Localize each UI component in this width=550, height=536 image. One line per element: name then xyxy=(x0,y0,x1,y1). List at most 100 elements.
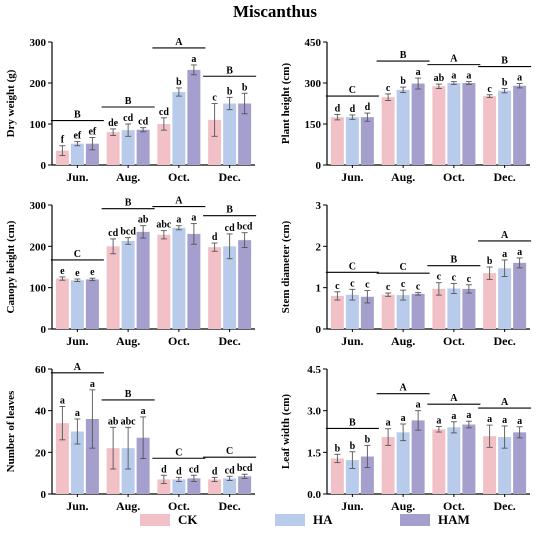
panel2-group-letter: A xyxy=(450,54,458,65)
panel6-bar xyxy=(432,429,446,494)
panel5-sig-letter: a xyxy=(90,379,95,390)
panel5-bar xyxy=(172,479,186,494)
panel3-bar xyxy=(106,246,120,329)
panel1-bar xyxy=(121,130,135,165)
panel2-group-letter: C xyxy=(349,85,356,96)
panel2-sig-letter: c xyxy=(386,83,391,94)
panel1-x-tick-label: Jun. xyxy=(66,170,88,184)
panel3-bar xyxy=(136,231,150,329)
legend-swatch xyxy=(400,514,430,526)
panel3-group-letter: B xyxy=(125,198,132,209)
panel3-bar xyxy=(85,279,99,329)
panel5-bar xyxy=(208,479,222,494)
panel6-bar xyxy=(498,437,512,494)
panel1-bar xyxy=(223,103,237,165)
panel3-y-tick-label: 300 xyxy=(30,200,47,212)
panel6-sig-letter: a xyxy=(502,415,507,426)
panel4-bar xyxy=(447,288,461,329)
panel1-bar xyxy=(238,103,252,165)
panel6-y-label: Leaf width (cm) xyxy=(280,394,292,469)
panel4-group-letter: A xyxy=(501,230,509,241)
legend-item-ham: HAM xyxy=(400,512,470,528)
panel2-y-tick-label: 150 xyxy=(305,119,322,131)
panel1-x-tick-label: Aug. xyxy=(116,170,140,184)
panel5-sig-letter: cd xyxy=(189,464,199,475)
panel4-y-tick-label: 2 xyxy=(316,241,322,253)
panel6-group-letter: B xyxy=(349,417,356,428)
panel6-bar xyxy=(330,458,344,494)
panel5-sig-letter: d xyxy=(176,466,182,477)
panel5-bar xyxy=(106,448,120,494)
panel6-sig-letter: a xyxy=(451,411,456,422)
panel5-group-letter: B xyxy=(125,389,132,400)
panel2-bar xyxy=(513,85,527,165)
panel2-bar xyxy=(360,117,374,165)
panel2-sig-letter: d xyxy=(365,102,371,113)
panel4-sig-letter: c xyxy=(350,278,355,289)
panel6-x-tick-label: Aug. xyxy=(391,499,415,513)
panel3-sig-letter: a xyxy=(176,215,181,226)
panel6-bar xyxy=(462,424,476,494)
panel1-sig-letter: b xyxy=(176,77,182,88)
panel1-x-tick-label: Dec. xyxy=(218,170,240,184)
panel4-bar xyxy=(330,295,344,329)
panel5-bar xyxy=(223,478,237,494)
panel4-bar xyxy=(345,294,359,329)
panel2-group-letter: B xyxy=(400,50,407,61)
panel4-sig-letter: c xyxy=(335,281,340,292)
panel5-bar xyxy=(238,476,252,494)
panel5-sig-letter: abc xyxy=(121,416,137,427)
legend-label: HAM xyxy=(438,512,470,527)
panel2-sig-letter: a xyxy=(451,71,456,82)
panel1-group-letter: B xyxy=(74,110,81,121)
panel3-sig-letter: e xyxy=(90,267,95,278)
legend-label: CK xyxy=(178,512,198,527)
panel2-x-tick-label: Aug. xyxy=(391,170,415,184)
panel4-bar xyxy=(360,296,374,329)
panel6-bar xyxy=(513,432,527,494)
legend: CK HA HAM xyxy=(0,512,550,532)
panel2-bar xyxy=(381,97,395,165)
panel2-bar xyxy=(330,117,344,165)
legend-item-ha: HA xyxy=(275,512,333,528)
panel4-sig-letter: c xyxy=(401,279,406,290)
panel3-x-tick-label: Dec. xyxy=(218,334,240,348)
panel4-x-tick-label: Aug. xyxy=(391,334,415,348)
panel5-sig-letter: ab xyxy=(108,416,119,427)
panel1-group-letter: B xyxy=(226,65,233,76)
panel4-sig-letter: c xyxy=(365,280,370,291)
panel3-x-tick-label: Aug. xyxy=(116,334,140,348)
panel1-sig-letter: cd xyxy=(123,113,133,124)
panel4-y-tick-label: 0 xyxy=(316,324,322,336)
panel4-x-tick-label: Jun. xyxy=(341,334,363,348)
panel1-sig-letter: de xyxy=(108,118,119,129)
panel4-x-tick-label: Oct. xyxy=(443,334,465,348)
panel1-y-tick-label: 0 xyxy=(41,160,47,172)
panel5-sig-letter: a xyxy=(141,406,146,417)
panel1-sig-letter: b xyxy=(227,86,233,97)
panel5-sig-letter: d xyxy=(212,466,218,477)
panel3-bar xyxy=(208,247,222,329)
panel5-sig-letter: cd xyxy=(225,465,235,476)
panel3-bar xyxy=(223,246,237,329)
panel1-sig-letter: f xyxy=(61,135,65,146)
panel6-sig-letter: b xyxy=(335,443,341,454)
panel6-sig-letter: b xyxy=(350,441,356,452)
panel2-sig-letter: b xyxy=(502,77,508,88)
panel5-bar xyxy=(70,431,84,494)
panel3-sig-letter: ab xyxy=(138,215,149,226)
panel3-sig-letter: cd xyxy=(225,223,235,234)
panel2-bar xyxy=(498,90,512,165)
panel1-group-letter: B xyxy=(125,96,132,107)
panel1-group-letter: A xyxy=(175,37,183,48)
panel6-y-tick-label: 1.5 xyxy=(307,447,321,459)
legend-swatch xyxy=(140,514,170,526)
panel3-sig-letter: abc xyxy=(156,220,172,231)
panel1-sig-letter: b xyxy=(242,82,248,93)
panel1-sig-letter: c xyxy=(212,93,217,104)
panel4-bar xyxy=(498,268,512,329)
panel5-x-tick-label: Dec. xyxy=(218,499,240,513)
panel6-sig-letter: a xyxy=(466,410,471,421)
panel5-bar xyxy=(85,419,99,494)
